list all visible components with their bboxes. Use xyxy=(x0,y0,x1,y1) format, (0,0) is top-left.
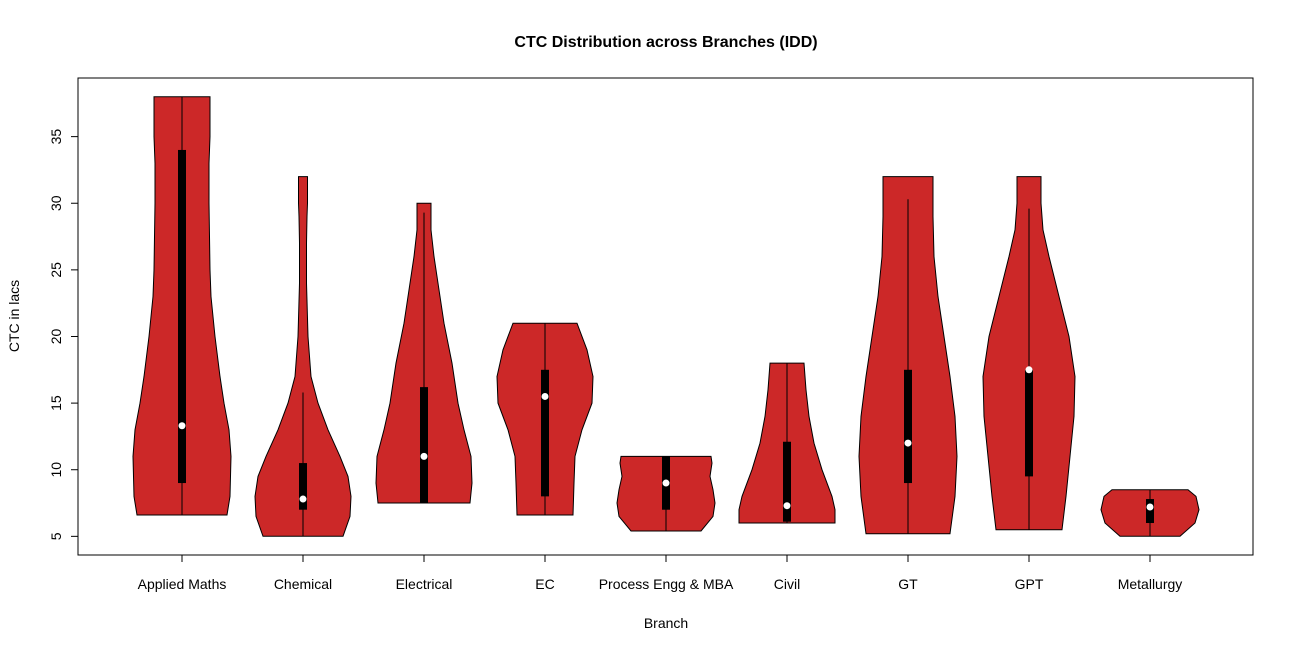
median-point xyxy=(904,439,912,447)
median-point xyxy=(1025,366,1033,374)
x-axis: Applied Maths Chemical Electrical EC Process… xyxy=(138,554,1183,592)
iqr-box xyxy=(1025,369,1033,477)
iqr-box xyxy=(299,463,307,510)
violin-electrical xyxy=(375,202,473,504)
x-axis-label: Branch xyxy=(644,615,688,631)
y-axis: 5 10 15 20 25 30 35 xyxy=(48,129,79,540)
median-point xyxy=(1146,503,1154,511)
x-tick-label: GT xyxy=(898,576,918,592)
iqr-box xyxy=(541,369,549,497)
median-point xyxy=(178,422,186,430)
violin-gt xyxy=(858,176,958,535)
y-tick-label: 30 xyxy=(48,195,64,211)
violin-chemical xyxy=(254,176,352,537)
violin-gpt xyxy=(982,176,1076,531)
iqr-box xyxy=(420,387,428,504)
x-tick-label: GPT xyxy=(1015,576,1044,592)
iqr-box xyxy=(904,369,912,484)
x-tick-label: Electrical xyxy=(396,576,453,592)
violin-ec xyxy=(496,322,594,516)
y-axis-label: CTC in lacs xyxy=(6,280,22,352)
y-tick-label: 15 xyxy=(48,395,64,411)
median-point xyxy=(420,452,428,460)
chart-title: CTC Distribution across Branches (IDD) xyxy=(514,34,817,51)
x-tick-label: Process Engg & MBA xyxy=(599,576,734,592)
violin-applied-maths xyxy=(132,96,232,516)
iqr-box xyxy=(178,149,186,484)
y-tick-label: 5 xyxy=(48,532,64,540)
iqr-box xyxy=(783,441,791,522)
violin-civil xyxy=(738,362,836,524)
y-tick-label: 35 xyxy=(48,129,64,145)
x-tick-label: EC xyxy=(535,576,554,592)
median-point xyxy=(299,495,307,503)
violin-metallurgy xyxy=(1100,489,1200,537)
x-tick-label: Metallurgy xyxy=(1118,576,1183,592)
y-tick-label: 20 xyxy=(48,328,64,344)
violin-process-engg-mba xyxy=(616,455,716,532)
median-point xyxy=(662,479,670,487)
median-point xyxy=(541,392,549,400)
iqr-box xyxy=(1146,499,1154,524)
violin-body xyxy=(254,176,352,537)
x-tick-label: Civil xyxy=(774,576,800,592)
x-tick-label: Applied Maths xyxy=(138,576,227,592)
y-tick-label: 10 xyxy=(48,462,64,478)
median-point xyxy=(783,502,791,510)
x-tick-label: Chemical xyxy=(274,576,332,592)
y-tick-label: 25 xyxy=(48,262,64,278)
